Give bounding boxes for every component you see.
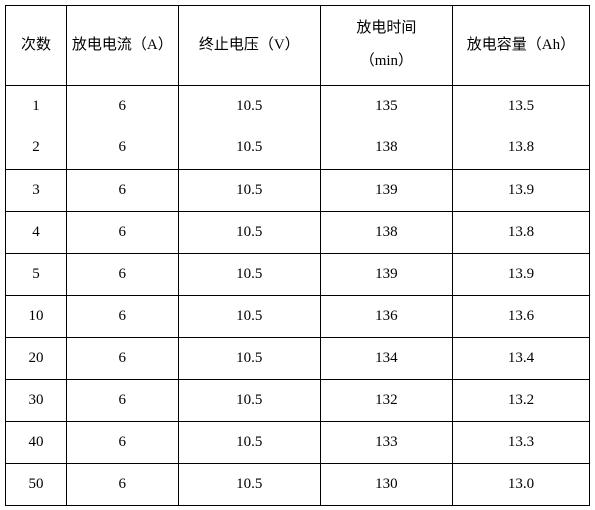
header-cell-capacity: 放电容量（Ah） bbox=[452, 5, 589, 85]
table-cell: 10.5 bbox=[178, 421, 320, 463]
header-cell-cycle: 次数 bbox=[6, 5, 67, 85]
table-cell: 130 bbox=[320, 463, 452, 505]
header-cell-time: 放电时间 （min） bbox=[320, 5, 452, 85]
table-cell: 13.8 bbox=[452, 127, 589, 169]
table-cell: 13.9 bbox=[452, 253, 589, 295]
table-cell: 13.6 bbox=[452, 295, 589, 337]
table-row: 4610.513813.8 bbox=[6, 211, 590, 253]
table-row: 50610.513013.0 bbox=[6, 463, 590, 505]
table-row: 30610.513213.2 bbox=[6, 379, 590, 421]
table-cell: 1 bbox=[6, 85, 67, 127]
table-cell: 139 bbox=[320, 253, 452, 295]
table-cell: 139 bbox=[320, 169, 452, 211]
table-cell: 20 bbox=[6, 337, 67, 379]
header-time-line2: （min） bbox=[360, 53, 413, 69]
table-cell: 134 bbox=[320, 337, 452, 379]
table-cell: 3 bbox=[6, 169, 67, 211]
table-cell: 13.5 bbox=[452, 85, 589, 127]
table-cell: 6 bbox=[66, 85, 178, 127]
header-cell-voltage: 终止电压（V） bbox=[178, 5, 320, 85]
table-cell: 13.9 bbox=[452, 169, 589, 211]
table-cell: 13.3 bbox=[452, 421, 589, 463]
table-body: 1610.513513.52610.513813.83610.513913.94… bbox=[6, 85, 590, 505]
table-cell: 13.8 bbox=[452, 211, 589, 253]
table-cell: 5 bbox=[6, 253, 67, 295]
table-cell: 10.5 bbox=[178, 379, 320, 421]
table-cell: 10.5 bbox=[178, 127, 320, 169]
table-cell: 13.4 bbox=[452, 337, 589, 379]
table-cell: 40 bbox=[6, 421, 67, 463]
table-cell: 13.0 bbox=[452, 463, 589, 505]
table-cell: 138 bbox=[320, 127, 452, 169]
table-cell: 10.5 bbox=[178, 463, 320, 505]
table-cell: 6 bbox=[66, 253, 178, 295]
table-cell: 135 bbox=[320, 85, 452, 127]
table-cell: 10.5 bbox=[178, 295, 320, 337]
table-cell: 6 bbox=[66, 211, 178, 253]
header-row: 次数 放电电流（A） 终止电压（V） 放电时间 （min） 放电容量（Ah） bbox=[6, 5, 590, 85]
table-cell: 6 bbox=[66, 463, 178, 505]
header-cell-current: 放电电流（A） bbox=[66, 5, 178, 85]
table-cell: 50 bbox=[6, 463, 67, 505]
table-row: 2610.513813.8 bbox=[6, 127, 590, 169]
table-row: 10610.513613.6 bbox=[6, 295, 590, 337]
table-row: 40610.513313.3 bbox=[6, 421, 590, 463]
table-row: 20610.513413.4 bbox=[6, 337, 590, 379]
table-cell: 10.5 bbox=[178, 337, 320, 379]
table-row: 1610.513513.5 bbox=[6, 85, 590, 127]
table-cell: 6 bbox=[66, 127, 178, 169]
table-cell: 6 bbox=[66, 295, 178, 337]
table-cell: 6 bbox=[66, 421, 178, 463]
table-cell: 10.5 bbox=[178, 211, 320, 253]
table-cell: 136 bbox=[320, 295, 452, 337]
table-header: 次数 放电电流（A） 终止电压（V） 放电时间 （min） 放电容量（Ah） bbox=[6, 5, 590, 85]
table-cell: 6 bbox=[66, 169, 178, 211]
table-cell: 10.5 bbox=[178, 169, 320, 211]
table-cell: 132 bbox=[320, 379, 452, 421]
header-time-line1: 放电时间 bbox=[356, 20, 416, 36]
table-cell: 138 bbox=[320, 211, 452, 253]
table-row: 3610.513913.9 bbox=[6, 169, 590, 211]
table-cell: 13.2 bbox=[452, 379, 589, 421]
table-cell: 6 bbox=[66, 337, 178, 379]
table-cell: 6 bbox=[66, 379, 178, 421]
table-cell: 10.5 bbox=[178, 85, 320, 127]
table-cell: 2 bbox=[6, 127, 67, 169]
table-cell: 10.5 bbox=[178, 253, 320, 295]
table-cell: 30 bbox=[6, 379, 67, 421]
table-row: 5610.513913.9 bbox=[6, 253, 590, 295]
table-cell: 133 bbox=[320, 421, 452, 463]
data-table: 次数 放电电流（A） 终止电压（V） 放电时间 （min） 放电容量（Ah） 1… bbox=[5, 5, 590, 506]
table-cell: 4 bbox=[6, 211, 67, 253]
table-cell: 10 bbox=[6, 295, 67, 337]
